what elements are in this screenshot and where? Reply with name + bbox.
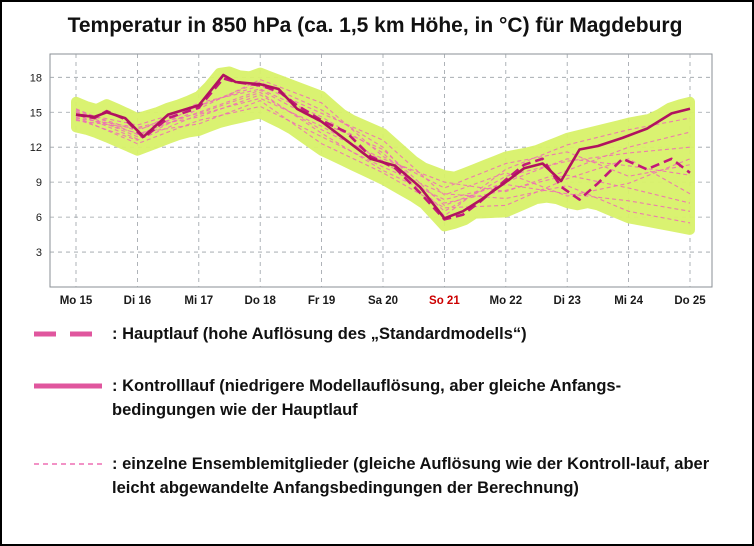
legend-label-hauptlauf: : Hauptlauf (hohe Auflösung des „Standar… [112,325,527,343]
legend-swatch-dashed-thin [34,463,102,465]
y-tick-label: 18 [30,72,42,84]
y-tick-label: 6 [36,212,42,224]
axes: 3 6 9 12 15 18 Mo 15 Di 16 Mi 17 Do 18 Fr 19 Sa 20 S… [30,72,707,307]
x-tick-label: Mo 22 [490,295,523,307]
kontrolllauf-line [75,73,691,220]
x-tick-label: Mi 24 [614,295,643,307]
x-tick-label: Fr 19 [308,295,336,307]
ensemble-member-line [75,79,691,189]
x-tick-label: Sa 20 [368,295,398,307]
x-tick-label: Di 16 [124,295,152,307]
legend-label-ensemble: : einzelne Ensemblemitglieder (gleiche A… [112,455,710,497]
ensemble-member-line [75,89,691,207]
ensemble-member-line [75,97,691,204]
y-tick-label: 15 [30,107,42,119]
chart-title: Temperatur in 850 hPa (ca. 1,5 km Höhe, … [67,14,683,37]
legend-label-kontrolllauf: : Kontrolllauf (niedrigere Modellauflösu… [112,377,622,419]
x-tick-label: So 21 [429,295,460,307]
y-tick-label: 3 [36,247,42,259]
ensemble-member-line [75,105,691,224]
x-tick-label: Mi 17 [184,295,213,307]
x-tick-label: Do 18 [245,295,277,307]
main-runs [75,73,691,221]
ensemble-member-line [75,91,691,212]
x-tick-label: Mo 15 [60,295,93,307]
legend-swatch-solid-thick [34,383,102,389]
ensemble-spread-band [71,66,695,235]
spread-band-area [71,66,695,235]
x-tick-label: Di 23 [553,295,581,307]
ensemble-member-line [75,99,691,209]
y-tick-label: 9 [36,177,42,189]
x-tick-label: Do 25 [674,295,706,307]
ensemble-member-line [75,94,691,193]
legend-swatch-dashed-thick [34,331,102,337]
y-tick-label: 12 [30,142,42,154]
